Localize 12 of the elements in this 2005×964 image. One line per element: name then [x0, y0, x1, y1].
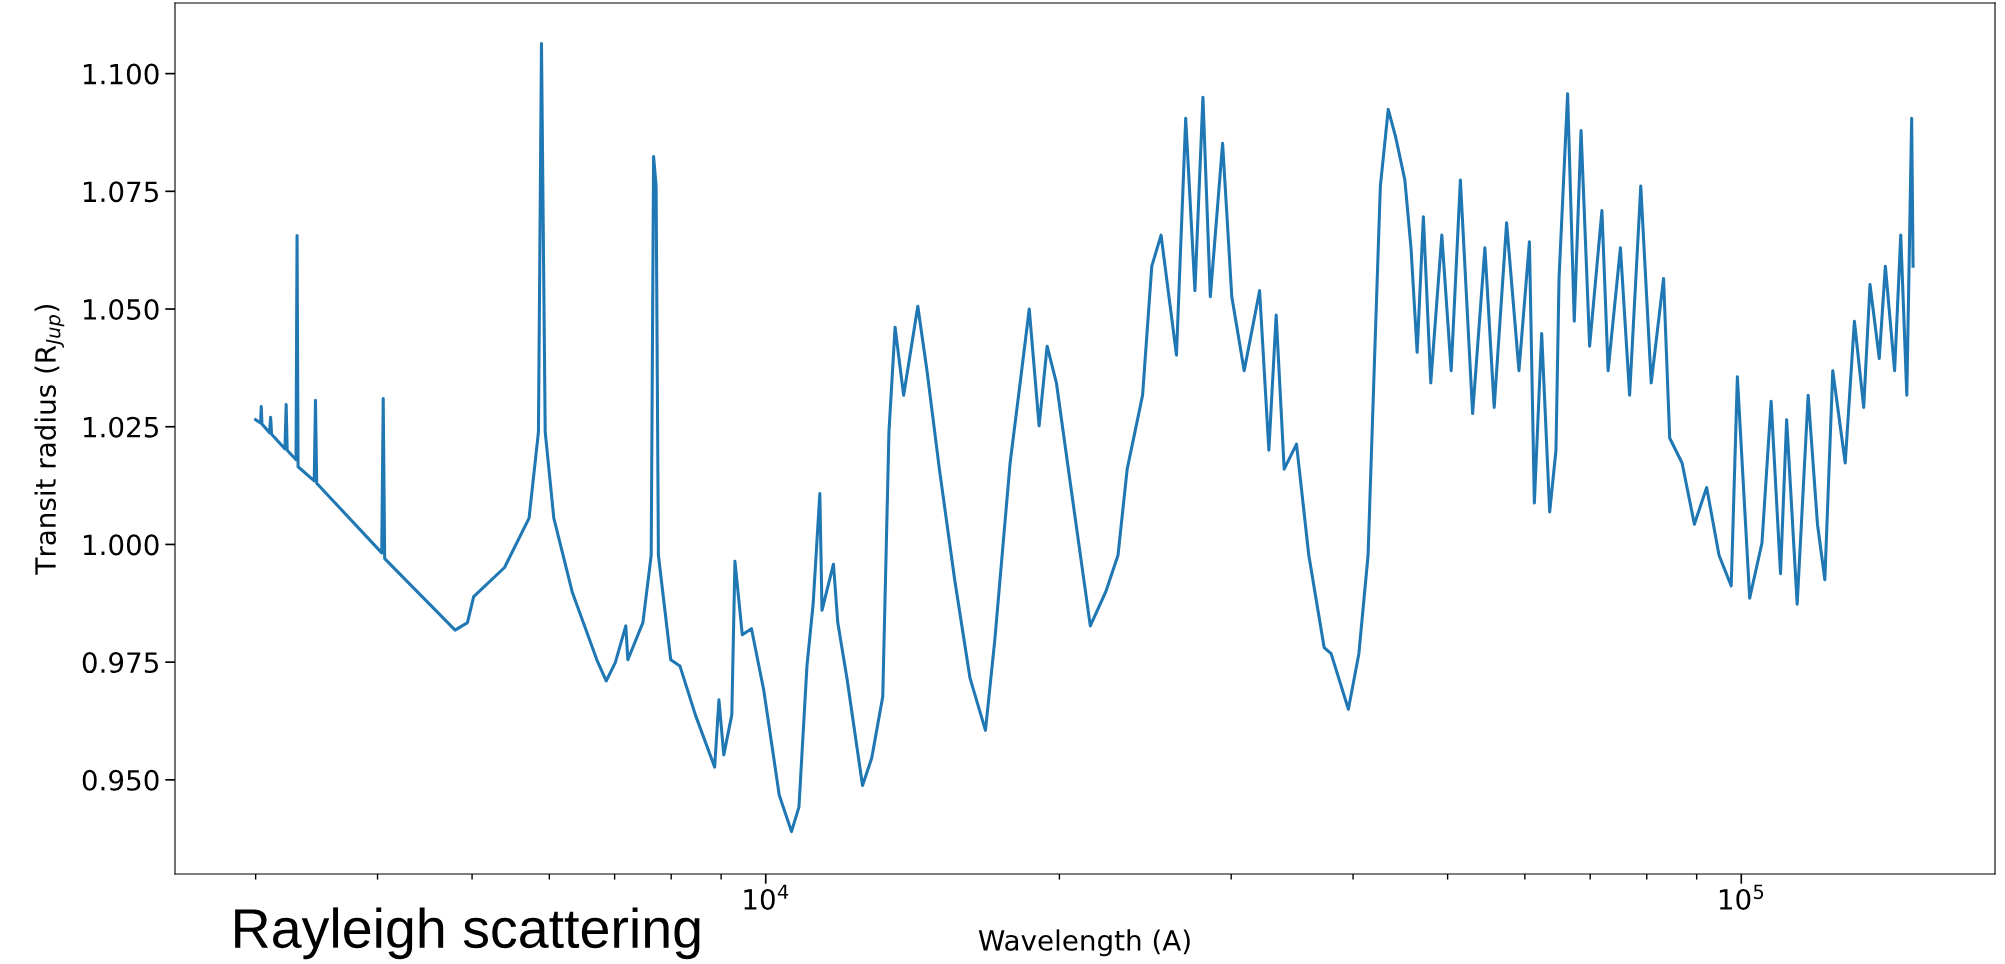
x-axis-title: Wavelength (A)	[978, 929, 1190, 957]
y-tick-label: 1.025	[83, 416, 158, 438]
text: Rayleigh scattering	[235, 907, 700, 960]
y-tick-label: 1.100	[83, 63, 159, 85]
y-tick-label: 1.000	[83, 534, 159, 556]
x-tick-label: 10$^{4}$	[744, 884, 789, 910]
y-tick-label: 1.050	[83, 298, 159, 320]
y-tick-label: 0.975	[82, 652, 158, 674]
y-axis-title: Transit radius (R$_{Jup}$)	[34, 304, 65, 575]
x-tick-label: 10$^{5}$	[1719, 884, 1764, 910]
y-tick-label: 0.950	[82, 769, 159, 791]
y-tick-label: 1.075	[83, 181, 158, 203]
